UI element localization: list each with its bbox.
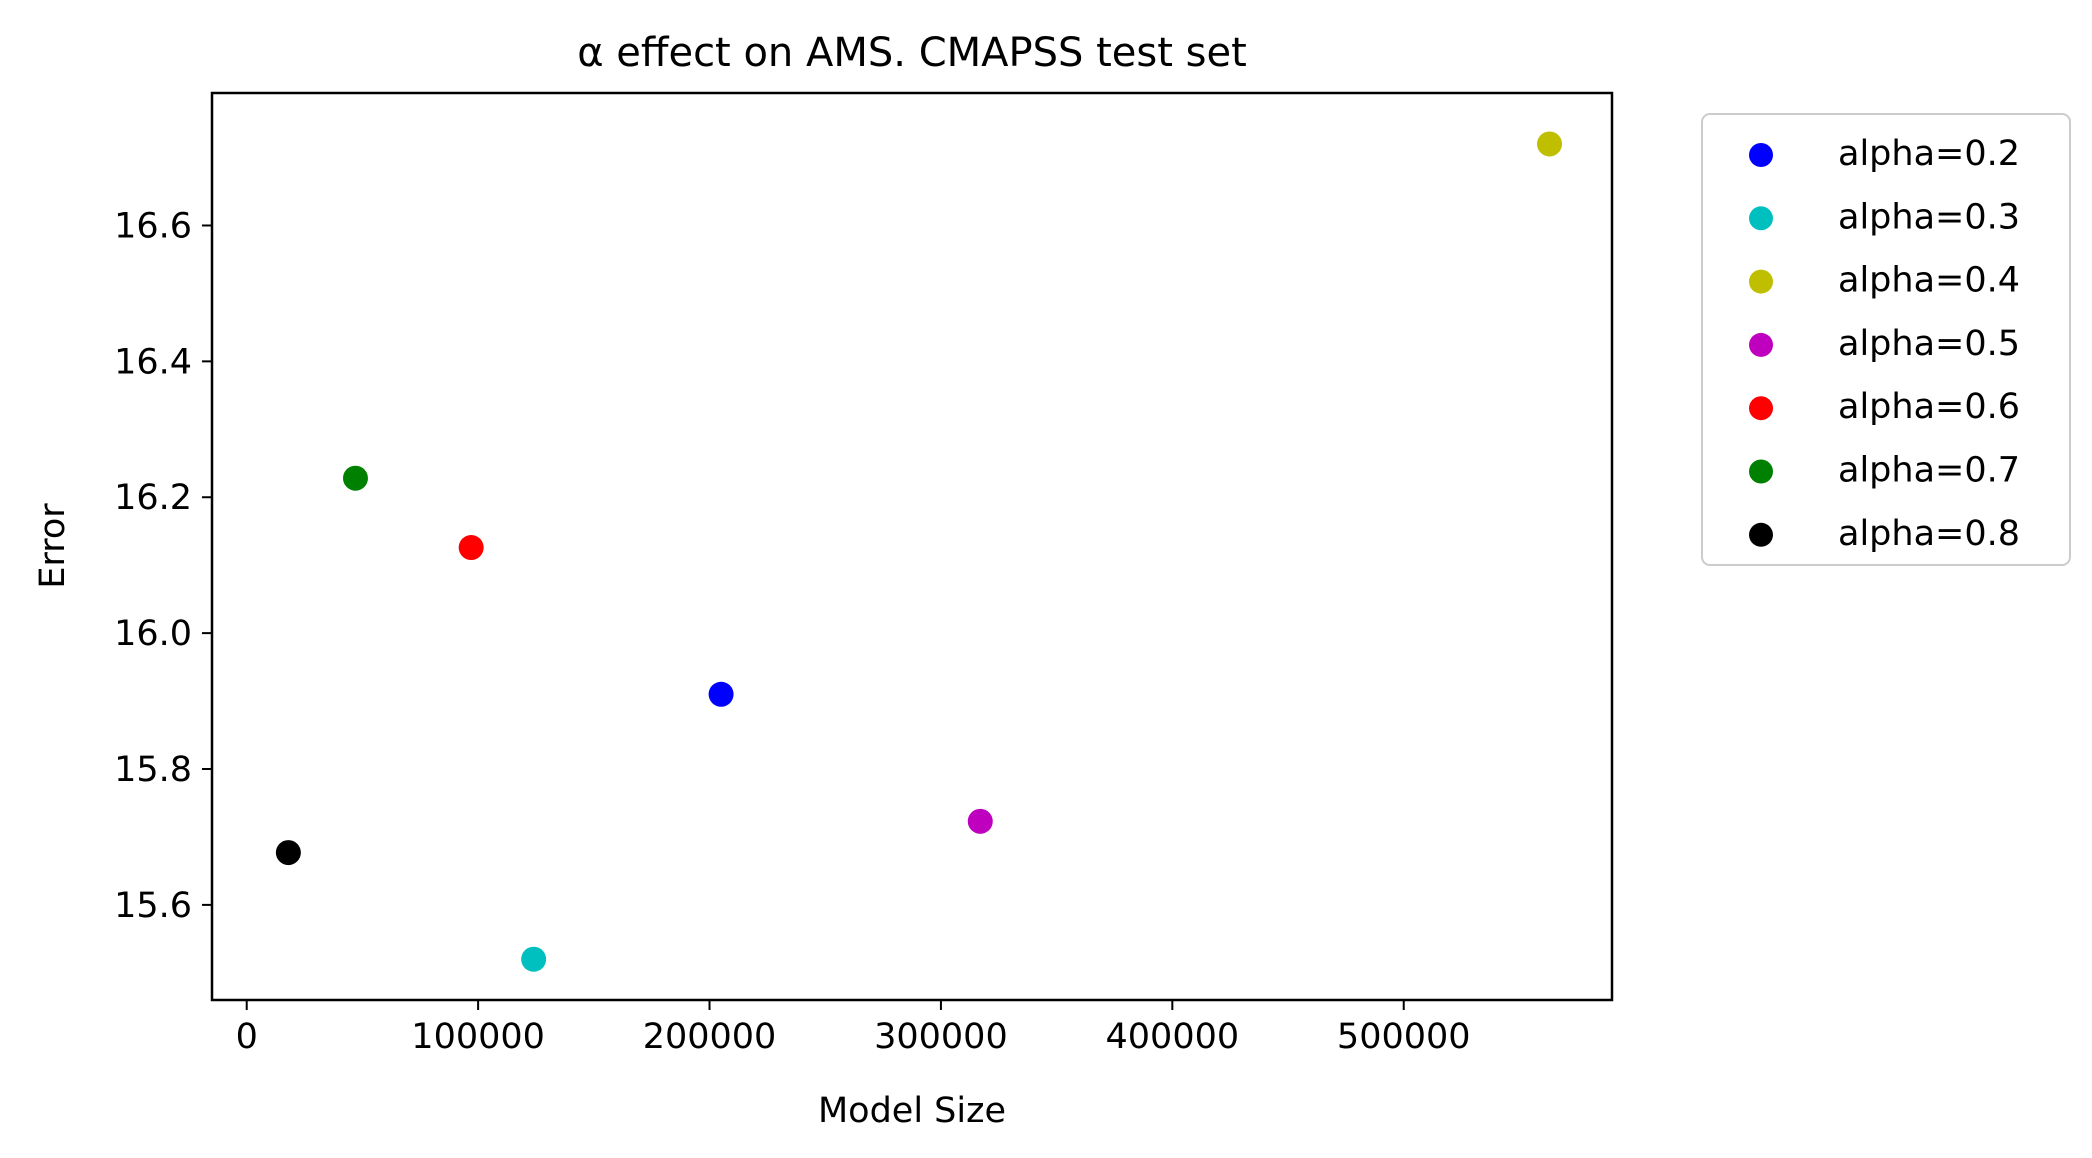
- data-point-alpha-0-3: [521, 946, 547, 972]
- y-tick-label: 16.6: [114, 206, 192, 246]
- legend-marker: [1749, 522, 1773, 547]
- y-tick-label: 16.2: [114, 478, 192, 518]
- y-tick-label: 15.6: [114, 886, 192, 926]
- y-tick-label: 15.8: [114, 750, 192, 790]
- x-tick-label: 200000: [643, 1017, 777, 1057]
- legend-marker: [1749, 396, 1773, 421]
- legend-label: alpha=0.6: [1838, 387, 2020, 427]
- y-axis-label: Error: [33, 503, 73, 589]
- x-tick-label: 300000: [874, 1017, 1008, 1057]
- x-axis-ticks: 0 100000 200000 300000 400000 500000: [236, 1000, 1471, 1057]
- x-tick-label: 0: [236, 1017, 258, 1057]
- plot-area: [210, 91, 1614, 1002]
- x-axis-label: Model Size: [818, 1091, 1006, 1131]
- data-point-alpha-0-6: [458, 535, 484, 561]
- legend-items: alpha=0.2 alpha=0.3 alpha=0.4 alpha=0.5 alph…: [1749, 134, 2020, 554]
- data-point-alpha-0-4: [1537, 131, 1563, 157]
- x-tick-label: 400000: [1106, 1017, 1240, 1057]
- legend-label: alpha=0.4: [1838, 261, 2020, 301]
- legend-marker: [1749, 143, 1773, 167]
- legend-label: alpha=0.8: [1838, 514, 2020, 554]
- legend-marker: [1749, 332, 1773, 357]
- chart-title: α effect on AMS. CMAPSS test set: [577, 30, 1247, 76]
- legend-label: alpha=0.3: [1838, 197, 2020, 237]
- y-axis-ticks: 15.6 15.8 16.0 16.2 16.4 16.6: [114, 206, 212, 926]
- legend-label: alpha=0.7: [1838, 451, 2020, 491]
- y-tick-label: 16.4: [114, 342, 192, 382]
- x-tick-label: 100000: [411, 1017, 545, 1057]
- legend-marker: [1749, 206, 1773, 231]
- legend-frame: [1701, 113, 2071, 566]
- y-tick-label: 16.0: [114, 614, 192, 654]
- legend-label: alpha=0.5: [1838, 324, 2020, 364]
- legend-marker: [1749, 459, 1773, 484]
- data-points: [275, 131, 1563, 972]
- data-point-alpha-0-8: [275, 840, 301, 866]
- data-point-alpha-0-5: [967, 808, 993, 834]
- legend-marker: [1749, 269, 1773, 294]
- data-point-alpha-0-7: [342, 465, 368, 491]
- legend-label: alpha=0.2: [1838, 134, 2020, 174]
- x-tick-label: 500000: [1337, 1017, 1471, 1057]
- legend: alpha=0.2 alpha=0.3 alpha=0.4 alpha=0.5 alph…: [1701, 113, 2071, 566]
- data-point-alpha-0-2: [708, 681, 734, 707]
